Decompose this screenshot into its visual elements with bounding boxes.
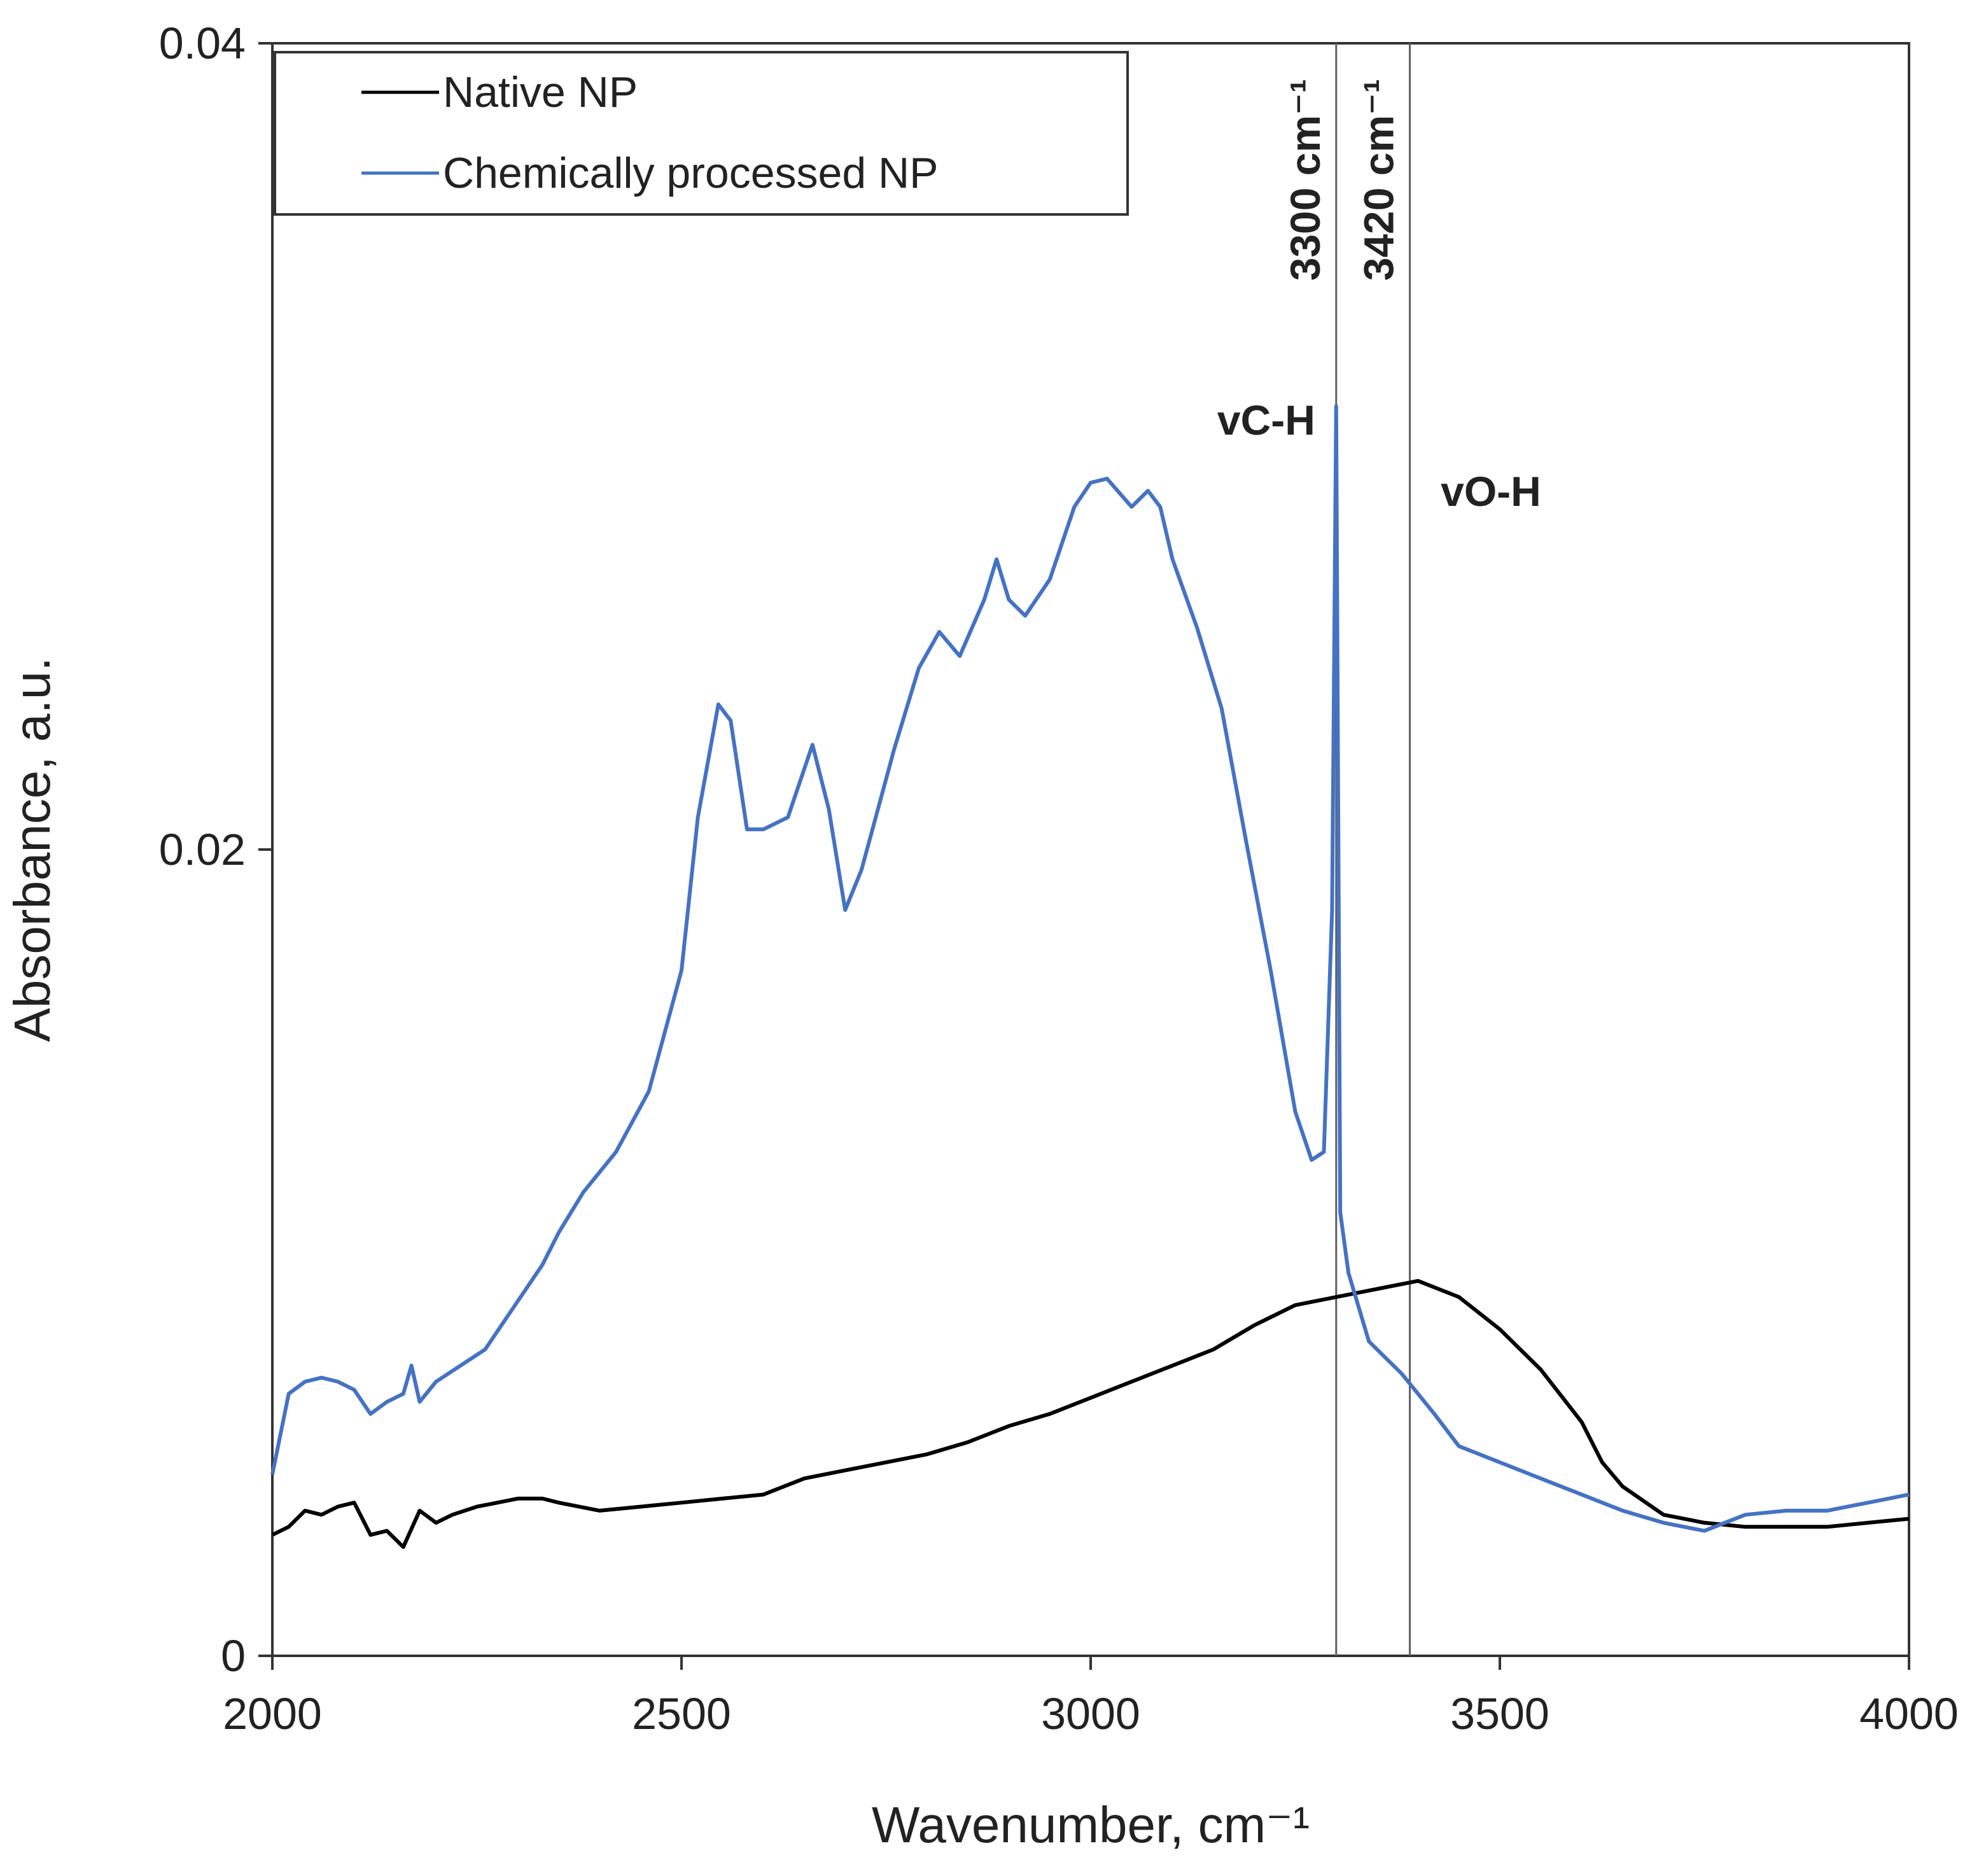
y-tick-label: 0.02 (159, 825, 246, 874)
x-axis: 2000 2500 3000 3500 4000 (223, 1656, 1959, 1739)
x-tick-label: 2000 (223, 1689, 322, 1739)
y-axis-title: Absorbance, a.u. (4, 657, 60, 1042)
legend-box (274, 51, 1129, 216)
legend-label-processed: Chemically processed NP (443, 149, 939, 197)
series-line-native-np (271, 1278, 1910, 1549)
reference-lines: 3300 cm⁻¹ 3420 cm⁻¹ (1282, 43, 1411, 1656)
x-tick-label: 2500 (632, 1689, 731, 1739)
y-tick-label: 0 (221, 1631, 246, 1681)
annotation-vch: vC-H (1217, 396, 1315, 444)
x-tick-label: 3500 (1450, 1689, 1549, 1739)
x-tick-label: 3000 (1041, 1689, 1140, 1739)
x-axis-title: Wavenumber, cm⁻¹ (872, 1796, 1310, 1853)
y-tick-label: 0.04 (159, 18, 246, 68)
reference-line-label: 3420 cm⁻¹ (1355, 79, 1402, 281)
legend: Native NP Chemically processed NP (274, 51, 1129, 216)
series-group (270, 404, 1910, 1549)
y-axis: 0 0.02 0.04 (159, 18, 272, 1681)
x-tick-label: 4000 (1859, 1689, 1959, 1739)
series-line-chemically-processed-np (270, 404, 1910, 1533)
reference-line-label: 3300 cm⁻¹ (1282, 79, 1329, 281)
annotation-voh: vO-H (1441, 468, 1541, 515)
plot-frame (271, 42, 1910, 1657)
legend-label-native: Native NP (443, 68, 638, 116)
